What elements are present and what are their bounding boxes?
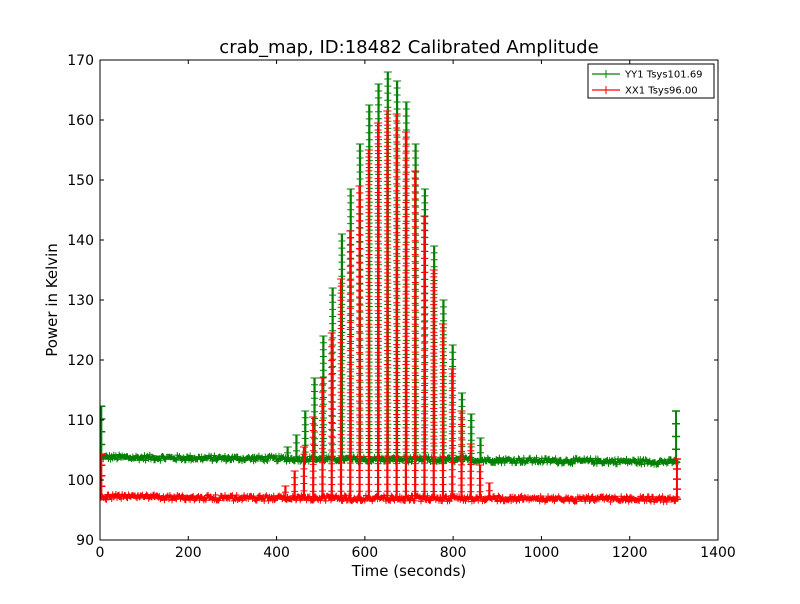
series-baseline-markers [100, 451, 681, 468]
scan-peak-markers [310, 377, 319, 460]
x-tick-label: 200 [175, 545, 202, 561]
y-tick-label: 90 [76, 533, 94, 549]
y-tick-label: 130 [67, 293, 94, 309]
scan-peak-markers [299, 446, 308, 499]
series-1 [100, 71, 681, 468]
y-axis-label: Power in Kelvin [43, 243, 61, 357]
series-2 [100, 110, 681, 506]
legend: YY1 Tsys101.69 XX1 Tsys96.00 [587, 63, 715, 99]
scan-peak-markers [485, 482, 494, 500]
y-tick-label: 140 [67, 233, 94, 249]
scan-peak-markers [476, 437, 485, 461]
scan-peak-markers [383, 110, 392, 499]
scan-peak-markers [281, 485, 290, 499]
scan-peak-markers [337, 278, 346, 499]
scan-peak-markers [448, 368, 457, 499]
y-tick-label: 150 [67, 173, 94, 189]
legend-marker [602, 86, 610, 94]
legend-box [587, 63, 715, 99]
legend-item: XX1 Tsys96.00 [592, 86, 698, 97]
scan-peak-markers [283, 446, 292, 460]
scan-peak-markers [457, 410, 466, 499]
scan-peak-markers [429, 269, 438, 499]
scan-peak-markers [374, 122, 383, 499]
scan-peak-markers [301, 410, 310, 460]
scan-peak-markers [292, 434, 301, 460]
scan-peak-markers [346, 230, 355, 499]
axis-ticks-layer: 0 200 400 600 800 1000 1200 1400 90 100 110 120 130 1… [67, 53, 736, 561]
x-tick-label: 800 [440, 545, 467, 561]
x-tick-label: 1200 [612, 545, 648, 561]
edge-spike-markers [672, 458, 681, 500]
legend-item: YY1 Tsys101.69 [592, 70, 703, 81]
scan-peak-markers [318, 377, 327, 499]
y-tick-label: 160 [67, 113, 94, 129]
chart-title: crab_map, ID:18482 Calibrated Amplitude [219, 37, 598, 58]
scan-peak-markers [438, 323, 447, 499]
y-tick-label: 110 [67, 413, 94, 429]
scan-peak-markers [355, 185, 364, 499]
x-tick-label: 0 [96, 545, 105, 561]
edge-spike-markers [100, 454, 106, 498]
x-tick-label: 400 [263, 545, 290, 561]
scan-peak-markers [476, 464, 485, 500]
scan-peak-markers [327, 332, 336, 499]
plot-series-layer [100, 71, 681, 506]
legend-marker [602, 70, 610, 78]
y-tick-label: 120 [67, 353, 94, 369]
x-tick-label: 1400 [700, 545, 736, 561]
series-baseline-markers [100, 491, 681, 506]
scan-peak-markers [420, 215, 429, 499]
scan-peak-markers [290, 470, 299, 499]
scan-peak-markers [364, 149, 373, 499]
legend-label: XX1 Tsys96.00 [625, 86, 698, 97]
legend-label: YY1 Tsys101.69 [624, 70, 703, 81]
x-tick-label: 600 [351, 545, 378, 561]
scan-peak-markers [392, 113, 401, 499]
y-tick-label: 100 [67, 473, 94, 489]
x-tick-label: 1000 [524, 545, 560, 561]
x-axis-label: Time (seconds) [351, 562, 467, 580]
scan-peak-markers [466, 443, 475, 499]
scan-peak-markers [401, 131, 410, 499]
scan-peak-markers [411, 170, 420, 499]
y-tick-label: 170 [67, 53, 94, 69]
scan-peak-markers [309, 416, 318, 499]
